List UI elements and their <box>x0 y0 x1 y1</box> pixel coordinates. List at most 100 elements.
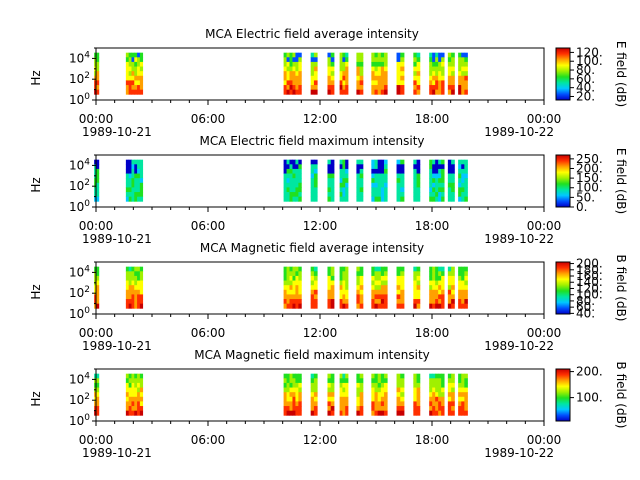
colorbar: 40.60.80.100.120.140.160.180.200. B field… <box>555 255 628 322</box>
colorbar-tick-label: 100. <box>576 181 603 195</box>
data-block <box>283 52 302 95</box>
data-block <box>125 159 144 202</box>
colorbar-tick-label: 150. <box>576 171 603 185</box>
colorbar-tick-label: 60. <box>576 300 595 314</box>
data-block <box>396 266 405 309</box>
colorbar-tick-label: 80. <box>576 63 595 77</box>
colorbar-tick-label: 120. <box>576 281 603 295</box>
data-block <box>327 52 335 95</box>
colorbar-tick-label: 180. <box>576 263 603 277</box>
data-block <box>310 159 318 202</box>
colorbar-label: B field (dB) <box>614 255 628 322</box>
data-block <box>310 52 318 95</box>
colorbar-tick-label: 120. <box>576 45 603 59</box>
y-tick-label: 102 <box>69 178 90 193</box>
data-block <box>94 266 100 309</box>
colorbar-tick-label: 100. <box>576 288 603 302</box>
y-tick-label: 102 <box>69 285 90 300</box>
data-block <box>125 373 144 416</box>
data-block <box>339 373 349 416</box>
x-tick-label: 18:00 <box>415 326 450 340</box>
date-right: 1989-10-22 <box>484 339 554 353</box>
colorbar-label: E field (dB) <box>614 41 628 107</box>
x-tick-label: 00:00 <box>79 326 114 340</box>
panel-2: MCA Electric field maximum intensity 00:0… <box>29 134 628 246</box>
colorbar-tick-label: 100. <box>576 54 603 68</box>
x-tick-label: 00:00 <box>527 433 562 447</box>
colorbar-tick-label: 160. <box>576 269 603 283</box>
x-tick-label: 06:00 <box>191 326 226 340</box>
x-tick-label: 06:00 <box>191 112 226 126</box>
date-left: 1989-10-21 <box>82 232 152 246</box>
data-block <box>125 52 144 95</box>
axes-frame <box>95 47 545 101</box>
data-block <box>339 266 349 309</box>
date-left: 1989-10-21 <box>82 446 152 460</box>
data-block <box>356 52 364 95</box>
colorbar-tick-label: 200. <box>576 257 603 271</box>
x-tick-label: 00:00 <box>527 326 562 340</box>
data-block <box>94 52 100 95</box>
colorbar-tick-label: 20. <box>576 89 595 103</box>
data-block <box>429 373 445 416</box>
data-block <box>283 266 302 309</box>
date-right: 1989-10-22 <box>484 125 554 139</box>
y-tick-label: 100 <box>69 413 90 428</box>
data-block <box>327 159 335 202</box>
data-block <box>339 159 349 202</box>
data-block <box>356 373 364 416</box>
data-block <box>447 373 455 416</box>
y-tick-label: 100 <box>69 92 90 107</box>
data-block <box>356 159 364 202</box>
colorbar: 20.40.60.80.100.120. E field (dB) <box>555 41 628 107</box>
x-tick-label: 12:00 <box>303 433 338 447</box>
colorbar-tick-label: 80. <box>576 294 595 308</box>
colorbar-tick-label: 140. <box>576 275 603 289</box>
data-block <box>310 373 318 416</box>
data-block <box>429 266 445 309</box>
y-tick-label: 104 <box>69 264 90 279</box>
data-block <box>447 52 455 95</box>
data-block <box>371 159 388 202</box>
y-tick-label: 102 <box>69 71 90 86</box>
y-axis-label: Hz <box>29 70 43 85</box>
data-block <box>458 373 468 416</box>
data-block <box>371 52 388 95</box>
y-tick-label: 100 <box>69 199 90 214</box>
data-block <box>125 266 144 309</box>
colorbar-label: B field (dB) <box>614 362 628 429</box>
x-tick-label: 06:00 <box>191 219 226 233</box>
data-block <box>413 266 421 309</box>
data-block <box>327 266 335 309</box>
panel-4: MCA Magnetic field maximum intensity 00:0… <box>29 348 628 460</box>
x-tick-label: 12:00 <box>303 219 338 233</box>
colorbar: 100. 200. B field (dB) <box>555 362 628 429</box>
data-block <box>396 373 405 416</box>
x-tick-label: 00:00 <box>527 219 562 233</box>
data-block <box>327 373 335 416</box>
panel-title: MCA Magnetic field average intensity <box>200 241 424 255</box>
x-tick-label: 12:00 <box>303 112 338 126</box>
data-block <box>94 159 100 202</box>
colorbar-gradient <box>555 154 571 208</box>
x-tick-label: 00:00 <box>79 219 114 233</box>
data-block <box>371 373 388 416</box>
panel-title: MCA Electric field maximum intensity <box>199 134 424 148</box>
colorbar-tick-label: 200. <box>576 161 603 175</box>
date-right: 1989-10-22 <box>484 232 554 246</box>
colorbar-tick-label: 40. <box>576 306 595 320</box>
colorbar-label: E field (dB) <box>614 148 628 214</box>
x-tick-label: 06:00 <box>191 433 226 447</box>
axes-frame <box>95 368 545 422</box>
colorbar-tick-label: 200. <box>576 365 603 379</box>
colorbar-gradient <box>555 47 571 101</box>
panel-title: MCA Magnetic field maximum intensity <box>194 348 430 362</box>
data-block <box>310 266 318 309</box>
y-tick-label: 100 <box>69 306 90 321</box>
x-tick-label: 00:00 <box>79 112 114 126</box>
y-tick-label: 102 <box>69 392 90 407</box>
panel-title: MCA Electric field average intensity <box>205 27 419 41</box>
data-block <box>429 52 445 95</box>
data-block <box>94 373 100 416</box>
